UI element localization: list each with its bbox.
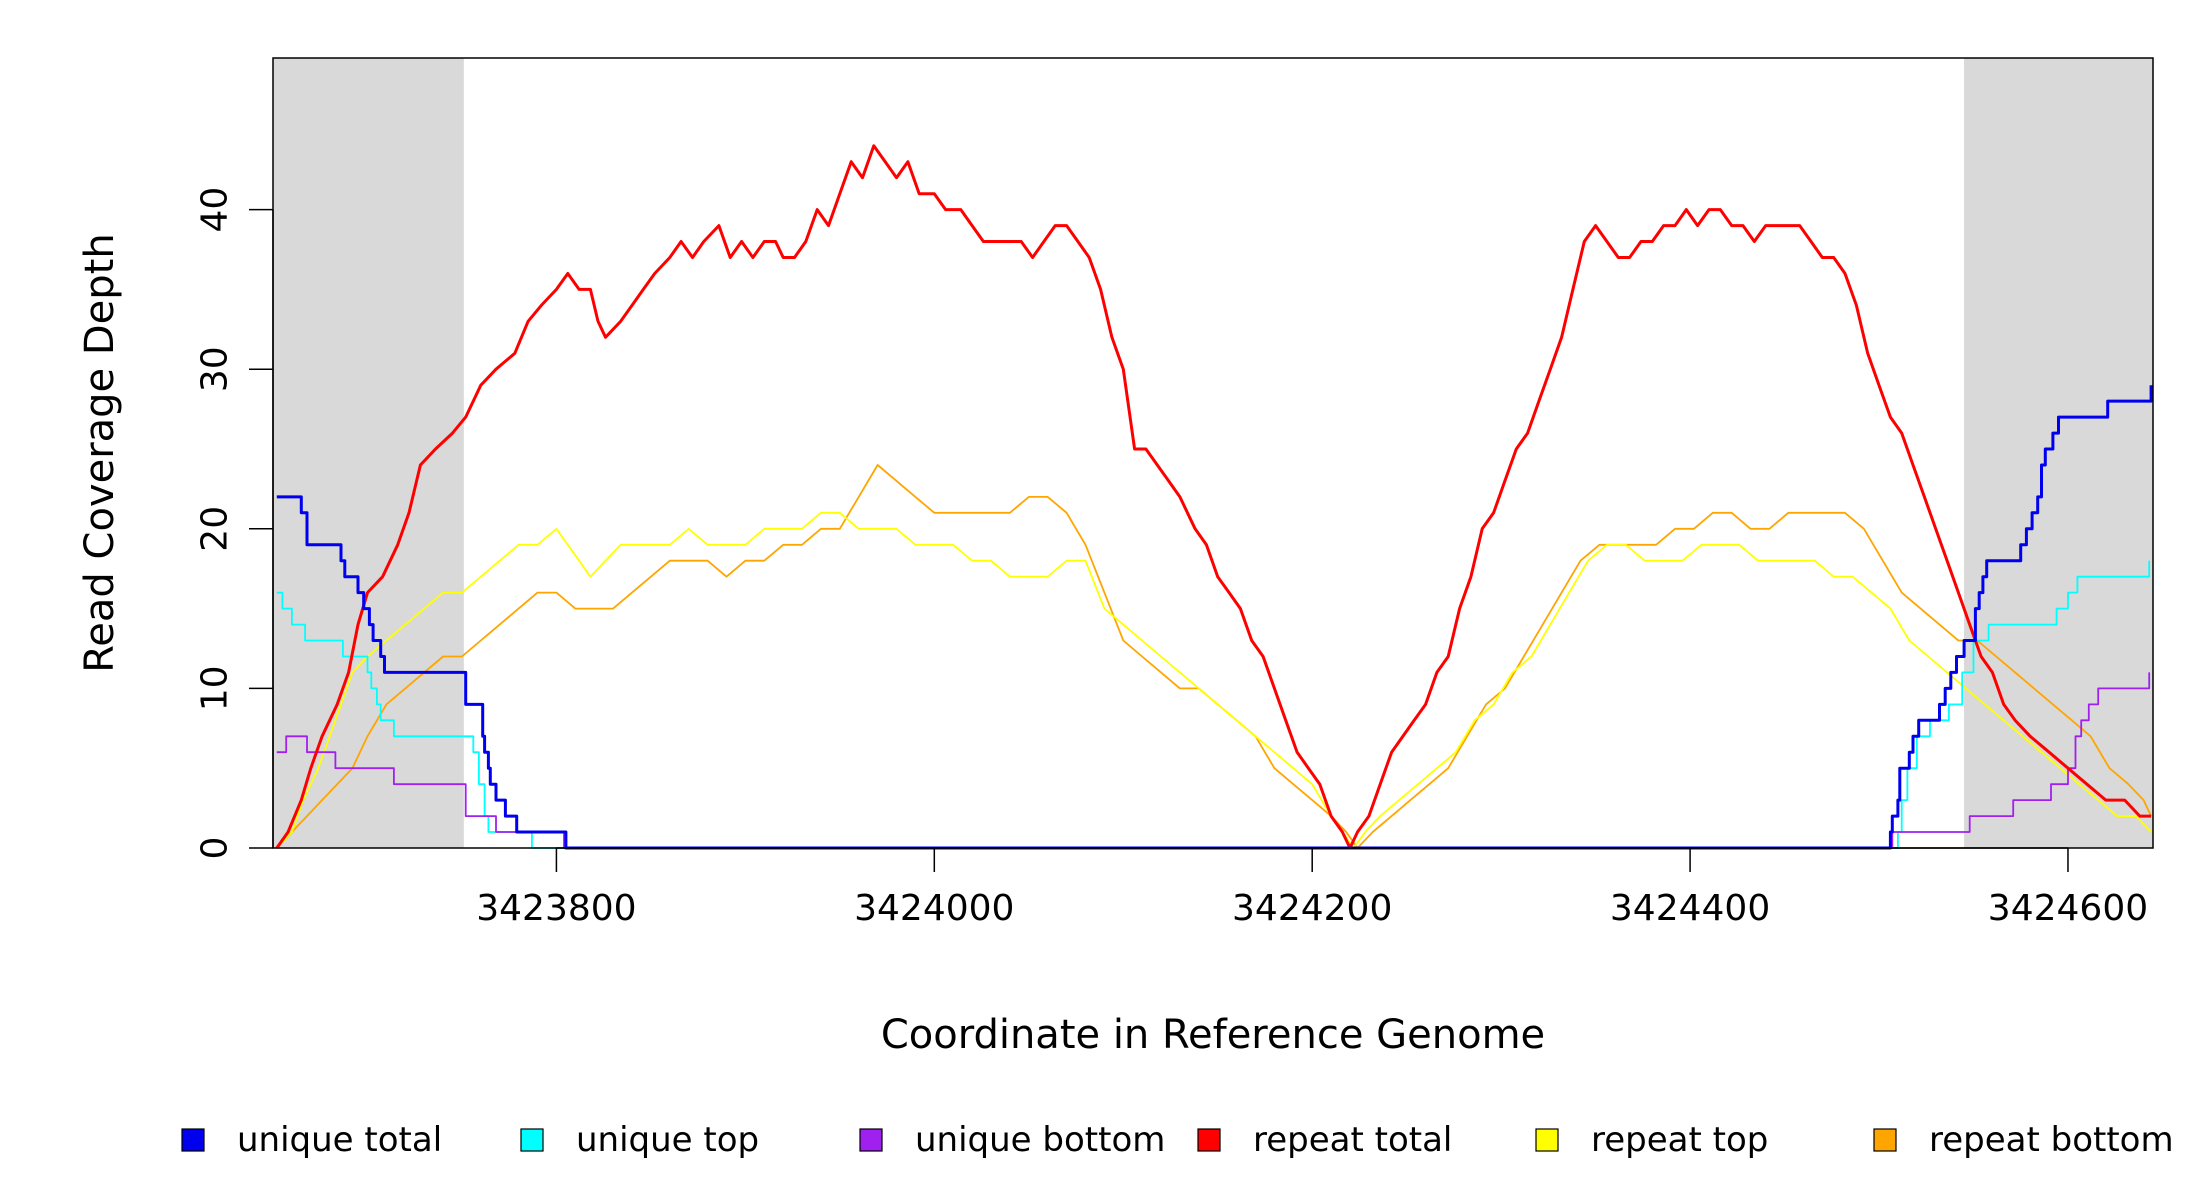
y-tick-label: 30	[195, 346, 236, 392]
legend-swatch-repeat-total	[1197, 1128, 1221, 1152]
shaded-region-1	[1964, 58, 2153, 848]
y-tick-label: 20	[195, 506, 236, 552]
legend-swatch-unique-top	[520, 1128, 544, 1152]
x-tick-label: 3424200	[1232, 888, 1392, 929]
x-tick-label: 3423800	[476, 888, 636, 929]
legend-label: repeat bottom	[1929, 1120, 2174, 1160]
y-tick-label: 10	[195, 665, 236, 711]
series-unique-total	[276, 385, 2153, 850]
x-tick-label: 3424400	[1610, 888, 1770, 929]
x-axis-label: Coordinate in Reference Genome	[881, 1012, 1545, 1058]
legend-label: repeat total	[1253, 1120, 1452, 1160]
y-axis-label: Read Coverage Depth	[77, 233, 123, 672]
legend: unique total unique top unique bottom repea…	[181, 1120, 2174, 1160]
legend-label: unique bottom	[915, 1120, 1165, 1160]
series-repeat-total	[275, 144, 2152, 850]
series-layer	[275, 144, 2153, 850]
legend-swatch-unique-total	[181, 1128, 205, 1152]
x-axis: 3423800 3424000 3424200 3424400 3424600	[476, 847, 2148, 929]
legend-swatch-unique-bottom	[859, 1128, 883, 1152]
legend-label: unique top	[576, 1120, 759, 1160]
shaded-region-0	[273, 58, 464, 848]
x-tick-label: 3424600	[1988, 888, 2148, 929]
legend-label: unique total	[237, 1120, 442, 1160]
y-tick-label: 40	[195, 187, 236, 233]
y-axis: 0 10 20 30 40	[195, 187, 274, 860]
series-repeat-top	[276, 511, 2152, 849]
legend-swatch-repeat-top	[1535, 1128, 1559, 1152]
y-tick-label: 0	[195, 837, 236, 860]
legend-swatch-repeat-bottom	[1873, 1128, 1897, 1152]
legend-label: repeat top	[1591, 1120, 1768, 1160]
x-tick-label: 3424000	[854, 888, 1014, 929]
